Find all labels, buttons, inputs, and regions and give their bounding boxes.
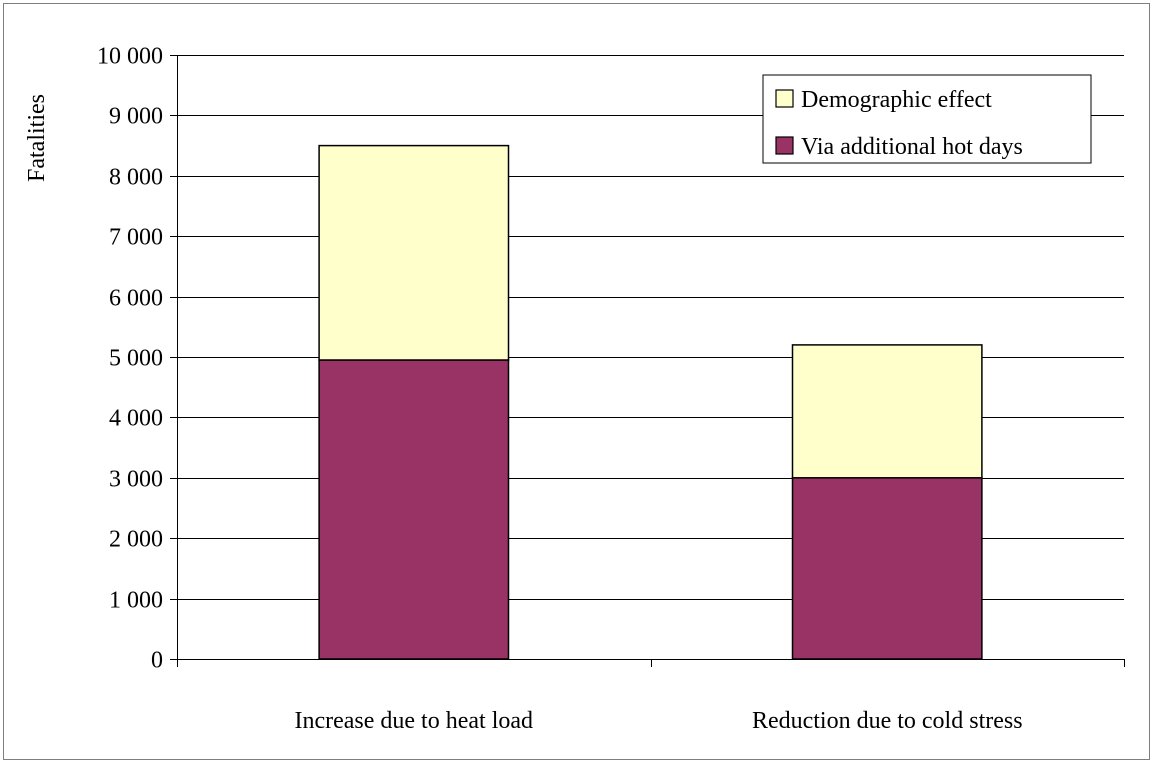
y-tick-label-8: 8 000 [109, 165, 163, 191]
y-tick-label-7: 7 000 [109, 225, 163, 251]
bars [318, 144, 983, 660]
y-tick-label-2: 2 000 [109, 527, 163, 553]
bar-via-additional-hot-days-0 [318, 359, 510, 660]
legend-swatch-1 [775, 136, 794, 155]
bar-via-additional-hot-days-1 [791, 477, 983, 660]
x-category-label-0: Increase due to heat load [294, 708, 533, 734]
y-tick-label-5: 5 000 [109, 346, 163, 372]
y-tick-label-6: 6 000 [109, 286, 163, 312]
x-axis-labels: Increase due to heat load Reduction due t… [294, 708, 1022, 734]
y-tick-label-4: 4 000 [109, 406, 163, 432]
x-category-label-1: Reduction due to cold stress [752, 708, 1023, 734]
y-axis-ticks: 0 1 000 2 000 3 000 4 000 5 000 6 000 7 000 8 00… [97, 44, 177, 674]
legend-label-0: Demographic effect [801, 87, 992, 113]
y-tick-label-1: 1 000 [109, 588, 163, 614]
legend-box [762, 74, 1092, 164]
axes [177, 55, 1125, 667]
legend: Demographic effect Via additional hot day… [762, 74, 1092, 164]
y-tick-label-3: 3 000 [109, 467, 163, 493]
bar-demographic-effect-1 [791, 344, 983, 479]
y-axis-title: Fatalities [24, 94, 50, 182]
y-tick-label-9: 9 000 [109, 104, 163, 130]
legend-swatch-0 [775, 89, 794, 108]
y-tick-label-0: 0 [151, 648, 163, 674]
bar-demographic-effect-0 [318, 144, 510, 361]
y-tick-label-10: 10 000 [97, 44, 163, 70]
legend-label-1: Via additional hot days [801, 134, 1023, 160]
